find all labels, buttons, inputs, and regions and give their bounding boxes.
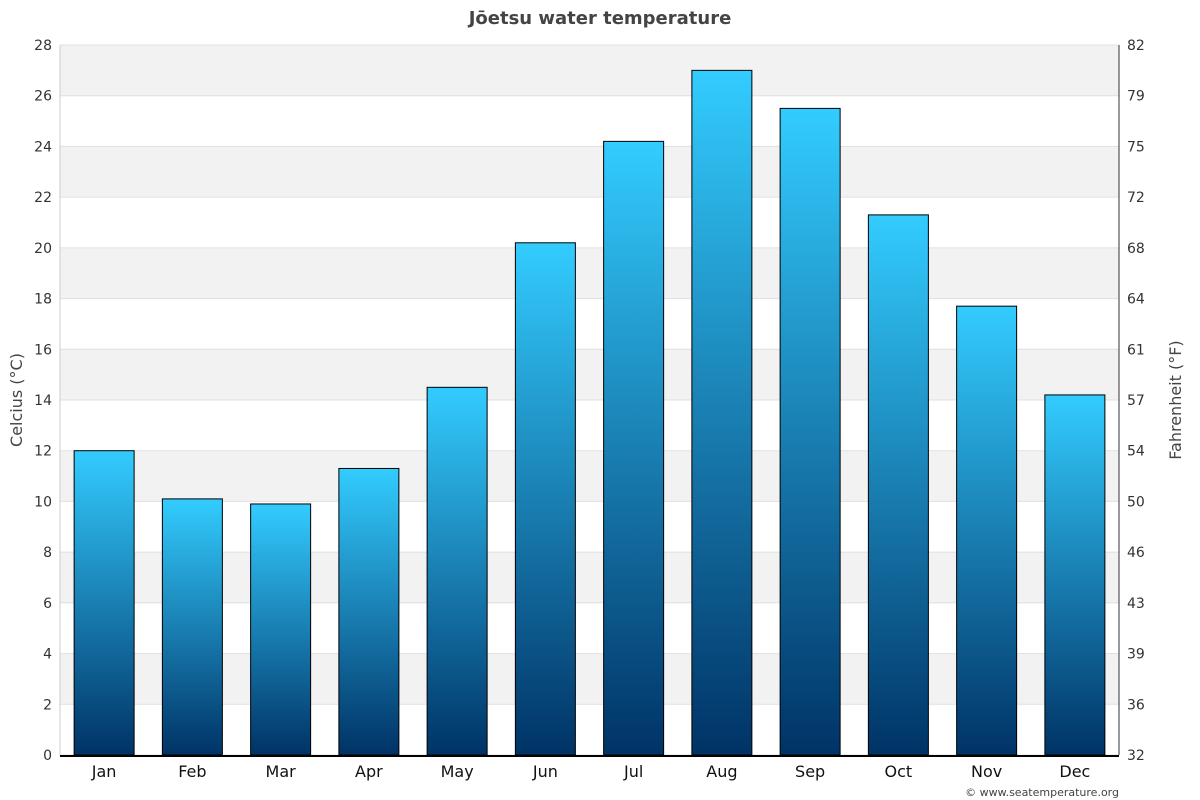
x-tick-label: May bbox=[441, 762, 474, 781]
y-tick-label-right: 64 bbox=[1127, 292, 1145, 308]
y-tick-label-right: 68 bbox=[1127, 241, 1145, 257]
background-band bbox=[60, 247, 1119, 299]
bar-dec bbox=[1044, 394, 1106, 756]
y-tick-label-left: 6 bbox=[43, 596, 52, 612]
y-tick-label-right: 61 bbox=[1127, 342, 1145, 358]
x-tick-label: Jan bbox=[91, 762, 117, 781]
y-tick-label-right: 72 bbox=[1127, 190, 1145, 206]
y-tick-label-left: 10 bbox=[34, 494, 52, 510]
x-tick-label: Jun bbox=[532, 762, 558, 781]
bar-aug bbox=[691, 69, 753, 756]
y-tick-label-right: 43 bbox=[1127, 596, 1145, 612]
x-tick-label: Oct bbox=[885, 762, 913, 781]
y-tick-label-left: 26 bbox=[34, 89, 52, 105]
y-tick-label-right: 46 bbox=[1127, 545, 1145, 561]
background-band bbox=[60, 653, 1119, 705]
y-tick-label-left: 18 bbox=[34, 292, 52, 308]
bar-apr bbox=[338, 467, 400, 756]
background-band bbox=[60, 552, 1119, 603]
y-tick-label-left: 20 bbox=[34, 241, 52, 257]
bar-jan bbox=[73, 450, 135, 756]
y-tick-label-right: 54 bbox=[1127, 444, 1145, 460]
credit-text: © www.seatemperature.org bbox=[965, 786, 1119, 799]
x-tick-label: Apr bbox=[355, 762, 383, 781]
bar-nov bbox=[956, 305, 1018, 756]
bar-may bbox=[426, 386, 488, 756]
y-tick-label-left: 12 bbox=[34, 444, 52, 460]
bar-feb bbox=[161, 498, 223, 756]
background-band bbox=[60, 146, 1119, 198]
x-tick-label: Jul bbox=[623, 762, 643, 781]
bar-jul bbox=[603, 140, 665, 756]
bar-jun bbox=[514, 242, 576, 756]
x-tick-label: Feb bbox=[178, 762, 206, 781]
x-tick-label: Aug bbox=[706, 762, 737, 781]
y-tick-label-left: 24 bbox=[34, 139, 52, 155]
bar-mar bbox=[250, 503, 312, 756]
background-band bbox=[60, 349, 1119, 400]
x-tick-label: Nov bbox=[971, 762, 1002, 781]
x-tick-label: Dec bbox=[1059, 762, 1090, 781]
background-band bbox=[60, 450, 1119, 502]
bar-oct bbox=[867, 214, 929, 756]
y-tick-label-left: 0 bbox=[43, 748, 52, 764]
y-tick-label-right: 82 bbox=[1127, 38, 1145, 54]
bar-sep bbox=[779, 107, 841, 756]
y-tick-label-right: 50 bbox=[1127, 494, 1145, 510]
x-tick-label: Mar bbox=[266, 762, 297, 781]
y-tick-label-left: 2 bbox=[43, 697, 52, 713]
y-axis-label-left: Celcius (°C) bbox=[7, 353, 26, 447]
y-tick-label-left: 4 bbox=[43, 647, 52, 663]
y-tick-label-left: 22 bbox=[34, 190, 52, 206]
y-tick-label-right: 57 bbox=[1127, 393, 1145, 409]
background-band bbox=[60, 45, 1119, 96]
y-tick-label-right: 75 bbox=[1127, 139, 1145, 155]
y-axis-label-right: Fahrenheit (°F) bbox=[1166, 340, 1185, 459]
y-tick-label-left: 16 bbox=[34, 342, 52, 358]
chart-title: Jōetsu water temperature bbox=[467, 8, 732, 29]
y-tick-label-right: 32 bbox=[1127, 748, 1145, 764]
y-tick-label-left: 8 bbox=[43, 545, 52, 561]
y-tick-label-right: 36 bbox=[1127, 697, 1145, 713]
y-tick-label-right: 79 bbox=[1127, 89, 1145, 105]
y-tick-label-left: 28 bbox=[34, 38, 52, 54]
x-tick-label: Sep bbox=[795, 762, 825, 781]
y-tick-label-left: 14 bbox=[34, 393, 52, 409]
y-tick-label-right: 39 bbox=[1127, 647, 1145, 663]
